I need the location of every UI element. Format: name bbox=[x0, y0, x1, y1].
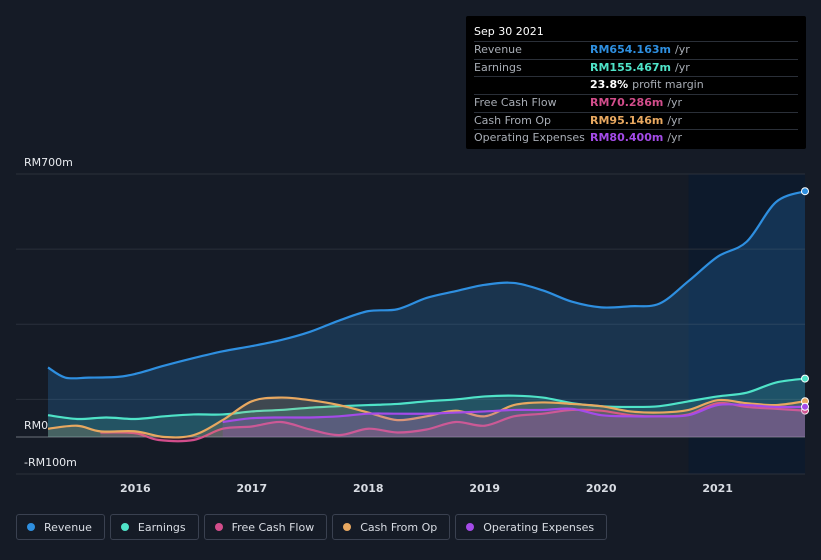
legend-dot-icon bbox=[120, 523, 129, 531]
legend-item-free-cash-flow[interactable]: Free Cash Flow bbox=[203, 514, 328, 540]
series-line-revenue bbox=[47, 190, 806, 380]
legend-item-earnings[interactable]: Earnings bbox=[109, 514, 199, 540]
x-tick-2016: 2016 bbox=[120, 482, 151, 495]
series-line-earnings bbox=[47, 377, 806, 421]
tooltip-row-revenue: Revenue RM654.163m /yr bbox=[474, 41, 798, 59]
series-area-earnings bbox=[48, 378, 805, 437]
x-tick-2021: 2021 bbox=[702, 482, 733, 495]
legend-item-revenue[interactable]: Revenue bbox=[16, 514, 105, 540]
y-label-zero: RM0 bbox=[24, 419, 48, 432]
tooltip-row-margin: 23.8% profit margin bbox=[474, 76, 798, 94]
legend-dot-icon bbox=[27, 523, 35, 531]
legend-item-cash-from-op[interactable]: Cash From Op bbox=[332, 514, 451, 540]
legend-dot-icon bbox=[343, 523, 352, 531]
series-area-free-cash-flow bbox=[100, 402, 805, 442]
series-line-operating-expenses bbox=[222, 403, 806, 424]
series-area-operating-expenses bbox=[222, 404, 805, 437]
tooltip-date: Sep 30 2021 bbox=[474, 25, 544, 38]
series-area-cash-from-op bbox=[48, 397, 805, 438]
y-label-bottom: -RM100m bbox=[24, 456, 77, 469]
x-tick-2019: 2019 bbox=[469, 482, 500, 495]
x-tick-2017: 2017 bbox=[236, 482, 267, 495]
tooltip-row-operating-expenses: Operating Expenses RM80.400m /yr bbox=[474, 129, 798, 147]
tooltip-row-earnings: Earnings RM155.467m /yr bbox=[474, 58, 798, 77]
x-tick-2018: 2018 bbox=[353, 482, 384, 495]
legend-dot-icon bbox=[466, 523, 475, 531]
tooltip-row-cash-from-op: Cash From Op RM95.146m /yr bbox=[474, 111, 798, 130]
y-label-top: RM700m bbox=[24, 156, 73, 169]
legend-item-operating-expenses[interactable]: Operating Expenses bbox=[455, 514, 608, 540]
legend: Revenue Earnings Free Cash Flow Cash Fro… bbox=[16, 514, 608, 540]
tooltip: Sep 30 2021 Revenue RM654.163m /yr Earni… bbox=[466, 16, 806, 149]
series-endpoint-operating-expenses bbox=[801, 402, 809, 411]
x-tick-2020: 2020 bbox=[586, 482, 617, 495]
series-line-cash-from-op bbox=[47, 396, 806, 439]
tooltip-row-free-cash-flow: Free Cash Flow RM70.286m /yr bbox=[474, 94, 798, 112]
series-area-revenue bbox=[48, 191, 805, 437]
legend-dot-icon bbox=[214, 523, 223, 531]
series-endpoint-earnings bbox=[801, 374, 809, 383]
series-endpoint-revenue bbox=[801, 187, 809, 196]
